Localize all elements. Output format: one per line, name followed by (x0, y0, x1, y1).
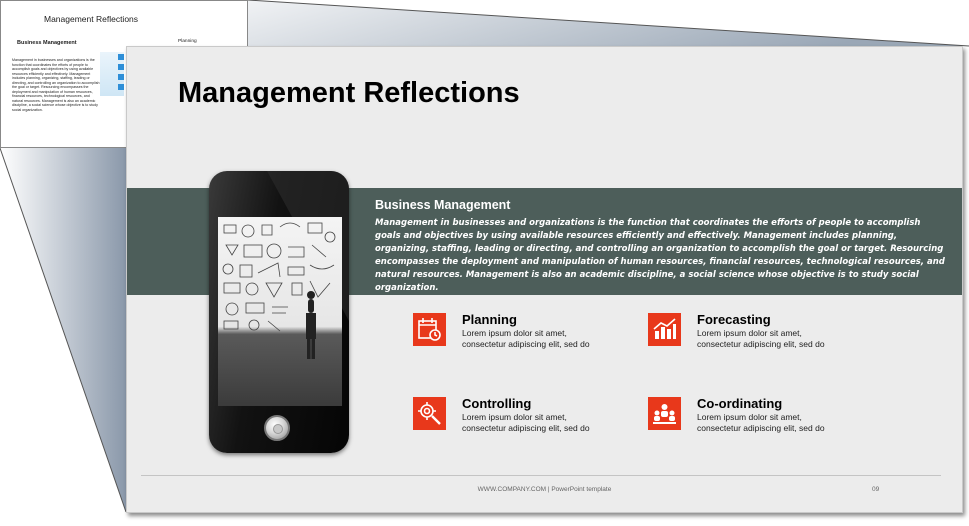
bar-chart-icon (648, 313, 681, 346)
ghost-slide: Management Reflections Business Manageme… (0, 0, 248, 148)
feature-title: Co-ordinating (697, 396, 783, 411)
ghost-slide-body: Management in businesses and organizatio… (12, 58, 100, 112)
feature-text: Lorem ipsum dolor sit amet, consectetur … (697, 328, 825, 349)
feature-text: Lorem ipsum dolor sit amet, consectetur … (697, 412, 825, 433)
footer-text: WWW.COMPANY.COM | PowerPoint template (477, 486, 612, 493)
feature-forecasting: Forecasting Lorem ipsum dolor sit amet, … (648, 312, 848, 353)
ghost-slide-title: Management Reflections (44, 14, 139, 24)
ghost-slide-subtitle: Business Management (17, 40, 77, 46)
slide: Management Reflections Business Manageme… (126, 46, 963, 513)
footer-divider (141, 475, 941, 476)
band-text: Management in businesses and organizatio… (375, 218, 945, 293)
feature-controlling: Controlling Lorem ipsum dolor sit amet, … (413, 396, 613, 437)
doodle-wall-icon (222, 222, 336, 359)
feature-text: Lorem ipsum dolor sit amet, consectetur … (462, 328, 590, 349)
feature-coordinating: Co-ordinating Lorem ipsum dolor sit amet… (648, 396, 848, 437)
home-button-icon (264, 415, 290, 441)
feature-title: Controlling (462, 396, 532, 411)
team-icon (648, 397, 681, 430)
ghost-slide-planning: Planning (178, 39, 197, 44)
feature-text: Lorem ipsum dolor sit amet, consectetur … (462, 412, 590, 433)
feature-title: Forecasting (697, 312, 771, 327)
feature-title: Planning (462, 312, 517, 327)
feature-planning: Planning Lorem ipsum dolor sit amet, con… (413, 312, 613, 353)
gear-magnifier-icon (413, 397, 446, 430)
ghost-phone-thumbnail (100, 52, 124, 96)
band-title: Business Management (375, 198, 511, 212)
calendar-clock-icon (413, 313, 446, 346)
slide-title: Management Reflections (178, 77, 520, 109)
page-number: 09 (872, 486, 880, 493)
phone-screen (218, 217, 342, 406)
smartphone-image (209, 171, 349, 453)
